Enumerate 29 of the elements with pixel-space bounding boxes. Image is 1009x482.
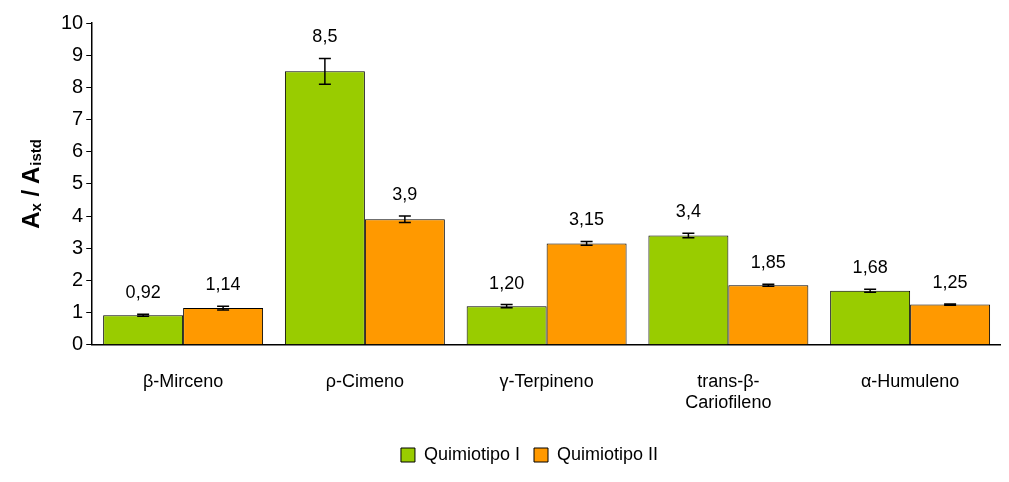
data-label: 1,68 (852, 257, 888, 278)
data-label: 3,9 (392, 184, 418, 205)
data-label: 1,85 (750, 252, 786, 273)
y-tick-label: 5 (72, 171, 84, 194)
y-tick-label: 6 (72, 139, 84, 162)
y-tick-label: 0 (72, 332, 84, 355)
y-tick-label: 3 (72, 235, 84, 258)
data-label: 3,15 (569, 209, 605, 230)
data-label: 0,92 (125, 282, 161, 303)
data-label: 1,25 (932, 271, 968, 292)
data-label: 3,4 (675, 201, 701, 222)
data-label: 8,5 (312, 26, 338, 47)
y-axis-title: Ax / Aistd (16, 139, 45, 229)
x-tick-label: β-Mirceno (142, 370, 224, 391)
x-tick-label: γ-Terpineno (499, 370, 594, 391)
data-label: 1,14 (205, 274, 241, 295)
y-tick-label: 7 (72, 107, 84, 130)
x-tick-label: trans-β-Cariofileno (685, 370, 772, 413)
legend-label: Quimiotipo I (423, 443, 521, 464)
x-tick-label: α-Humuleno (860, 370, 960, 391)
y-tick-label: 1 (72, 300, 84, 323)
x-tick-label: ρ-Cimeno (325, 370, 405, 391)
y-tick-label: 2 (72, 267, 84, 290)
legend-label: Quimiotipo II (557, 443, 659, 464)
y-tick-label: 9 (72, 42, 84, 65)
y-tick-label: 4 (72, 203, 84, 226)
y-tick-label: 10 (61, 10, 84, 33)
y-tick-label: 8 (72, 74, 84, 97)
data-label: 1,20 (489, 272, 525, 293)
